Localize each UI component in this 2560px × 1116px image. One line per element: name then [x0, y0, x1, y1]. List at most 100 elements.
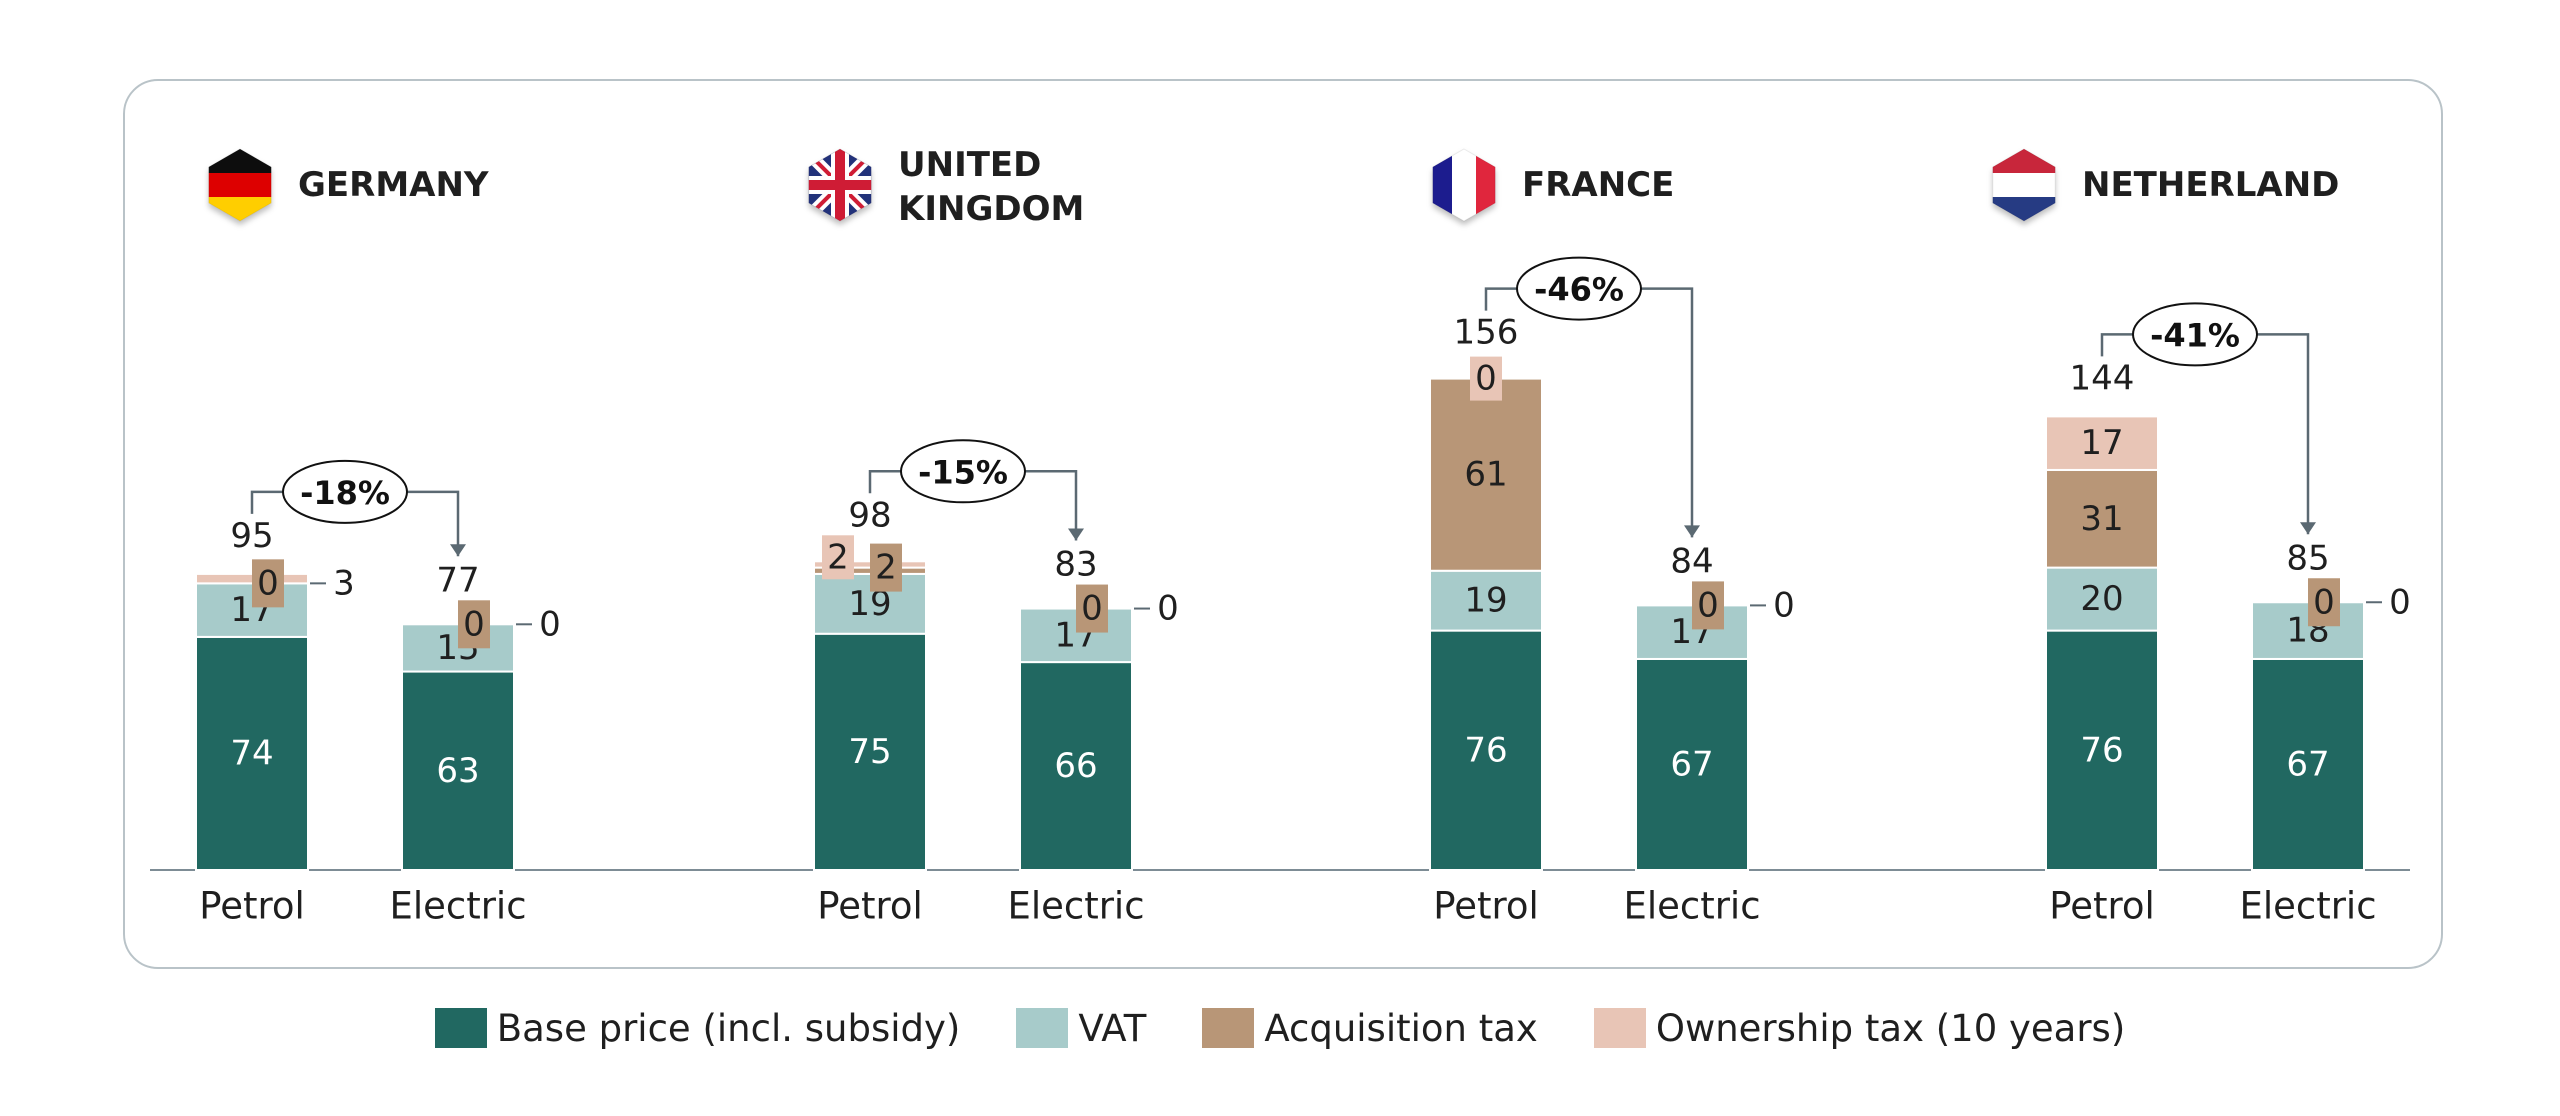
bar-segment-vat	[195, 582, 309, 638]
category-label: Petrol	[817, 885, 923, 928]
data-label-base: 63	[436, 751, 479, 791]
bar-segment-base	[195, 635, 309, 872]
country-name-line: KINGDOM	[898, 189, 1084, 229]
legend-label-base-price: Base price (incl. subsidy)	[496, 1006, 961, 1050]
acquisition-callout-box	[252, 559, 284, 608]
data-label-base: 75	[848, 732, 891, 772]
data-label-base: 76	[1464, 730, 1507, 770]
data-label-ownership: 0	[1157, 589, 1179, 629]
bar-segment-acquisition	[1429, 377, 1543, 572]
data-label-total: 77	[436, 560, 479, 600]
legend-swatch-base-price	[434, 1008, 487, 1048]
change-badge	[1516, 256, 1642, 321]
acquisition-callout-box	[2308, 578, 2340, 627]
category-label: Petrol	[199, 885, 305, 928]
legend-item-base-price: Base price (incl. subsidy)	[434, 1006, 961, 1050]
category-label: Electric	[2239, 885, 2376, 928]
data-label-vat: 20	[2080, 579, 2123, 619]
data-label-ownership: 2	[827, 537, 849, 577]
acquisition-callout-box	[1076, 584, 1108, 633]
legend: Base price (incl. subsidy) VAT Acquisiti…	[0, 998, 2560, 1058]
bar-segment-base	[401, 670, 515, 871]
data-label-base: 66	[1054, 746, 1097, 786]
data-label-total: 84	[1670, 541, 1713, 581]
france-flag-icon	[1432, 148, 1496, 222]
legend-swatch-vat	[1016, 1008, 1069, 1048]
category-label: Petrol	[2049, 885, 2155, 928]
legend-item-ownership-tax: Ownership tax (10 years)	[1593, 1006, 2126, 1050]
germany-flag-icon	[208, 148, 272, 222]
data-label-total: 83	[1054, 545, 1097, 585]
data-label-base: 76	[2080, 730, 2123, 770]
category-label: Petrol	[1433, 885, 1539, 928]
legend-label-acquisition-tax: Acquisition tax	[1264, 1006, 1538, 1050]
data-label-base: 67	[2286, 744, 2329, 784]
data-label-acquisition: 0	[2313, 582, 2335, 622]
change-badge	[2132, 302, 2258, 367]
legend-swatch-ownership-tax	[1593, 1008, 1646, 1048]
legend-item-acquisition-tax: Acquisition tax	[1202, 1007, 1538, 1050]
change-percentage: -46%	[1534, 271, 1624, 309]
uk-flag-icon	[808, 148, 872, 222]
legend-label-ownership-tax: Ownership tax (10 years)	[1655, 1006, 2126, 1050]
data-label-total: 144	[2070, 358, 2135, 398]
data-label-acquisition: 0	[1697, 585, 1719, 625]
change-arrowhead	[1684, 525, 1700, 538]
bar-segment-base	[1019, 661, 1133, 871]
category-label: Electric	[1623, 885, 1760, 928]
country-name: GERMANY	[298, 165, 489, 205]
data-label-acquisition: 2	[875, 548, 897, 588]
bar-segment-base	[2251, 657, 2365, 872]
change-arrowhead	[1068, 528, 1084, 541]
data-label-ownership: 0	[1475, 359, 1497, 399]
data-label-total: 156	[1454, 313, 1519, 353]
legend-swatch-acquisition-tax	[1202, 1008, 1255, 1048]
country-name-line: UNITED	[898, 145, 1041, 185]
country-name: NETHERLAND	[2082, 165, 2339, 205]
netherlands-flag-icon	[1992, 148, 2056, 222]
change-arrowhead	[450, 544, 466, 557]
acquisition-callout-box	[458, 600, 490, 649]
change-arrowhead	[2300, 522, 2316, 535]
data-label-base: 74	[230, 733, 273, 773]
category-label: Electric	[389, 885, 526, 928]
data-label-base: 67	[1670, 744, 1713, 784]
bar-segment-vat	[2045, 566, 2159, 632]
data-label-ownership: 3	[333, 563, 355, 603]
data-label-acquisition: 31	[2080, 499, 2123, 539]
data-label-total: 95	[230, 516, 273, 556]
change-badge	[900, 439, 1026, 504]
acquisition-callout-box	[1692, 581, 1724, 630]
change-badge	[282, 459, 408, 524]
legend-item-vat: VAT	[1016, 1007, 1146, 1050]
data-label-ownership: 0	[539, 604, 561, 644]
data-label-acquisition: 61	[1464, 455, 1507, 495]
bar-segment-acquisition	[2045, 468, 2159, 569]
bar-segment-base	[2045, 629, 2159, 871]
data-label-total: 85	[2286, 538, 2329, 578]
data-label-ownership: 17	[2080, 423, 2123, 463]
category-label: Electric	[1007, 885, 1144, 928]
change-percentage: -15%	[918, 453, 1008, 491]
data-label-acquisition: 0	[257, 563, 279, 603]
acquisition-callout-box	[870, 543, 902, 592]
data-label-ownership: 0	[2389, 582, 2411, 622]
data-label-vat: 19	[1464, 581, 1507, 621]
bar-segment-base	[1429, 629, 1543, 871]
change-percentage: -18%	[300, 474, 390, 512]
data-label-acquisition: 0	[463, 604, 485, 644]
change-percentage: -41%	[2150, 316, 2240, 354]
legend-label-vat: VAT	[1078, 1006, 1147, 1050]
bar-segment-ownership	[2045, 415, 2159, 471]
data-label-total: 98	[848, 495, 891, 535]
bar-segment-base	[813, 632, 927, 871]
country-name: FRANCE	[1522, 165, 1674, 205]
ownership-callout-box	[822, 535, 854, 580]
data-label-acquisition: 0	[1081, 589, 1103, 629]
chart-frame	[123, 79, 2443, 969]
ownership-callout-box	[1470, 356, 1502, 401]
bar-segment-base	[1635, 657, 1749, 872]
data-label-ownership: 0	[1773, 585, 1795, 625]
